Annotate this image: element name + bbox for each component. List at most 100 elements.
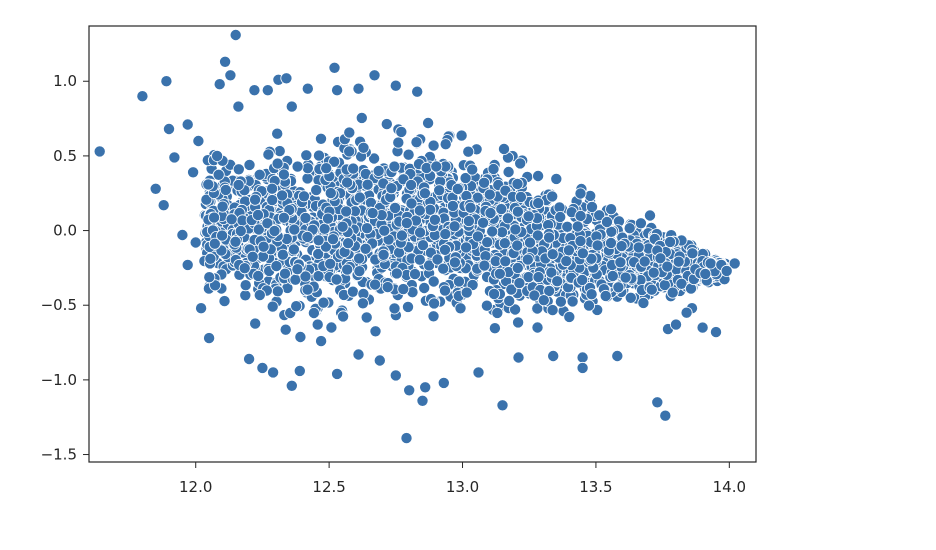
- data-point: [455, 129, 468, 142]
- data-point: [720, 264, 733, 277]
- data-point: [576, 273, 589, 286]
- data-point: [268, 224, 281, 237]
- data-point: [261, 217, 274, 230]
- data-point: [524, 236, 537, 249]
- data-point: [232, 163, 245, 176]
- data-point: [672, 255, 685, 268]
- y-axis: −1.5 −1.0 −0.5 0.0 0.5 1.0: [41, 72, 89, 464]
- data-point: [261, 84, 274, 97]
- data-point: [437, 376, 450, 389]
- data-point: [352, 82, 365, 95]
- data-point: [326, 233, 339, 246]
- data-point: [253, 168, 266, 181]
- data-point: [251, 208, 264, 221]
- x-axis: 12.0 12.5 13.0 13.5 14.0: [179, 462, 746, 496]
- data-point: [511, 239, 524, 252]
- data-point: [405, 197, 418, 210]
- data-point: [484, 206, 497, 219]
- data-point: [372, 164, 385, 177]
- data-point: [511, 177, 524, 190]
- data-point: [176, 228, 189, 241]
- data-point: [601, 215, 614, 228]
- data-point: [704, 257, 717, 270]
- data-point: [229, 28, 242, 41]
- data-point: [195, 302, 208, 315]
- data-point: [203, 271, 216, 284]
- data-point: [229, 235, 242, 248]
- y-tick-label: −0.5: [41, 296, 77, 314]
- data-point: [547, 349, 560, 362]
- data-point: [299, 270, 312, 283]
- data-point: [149, 182, 162, 195]
- data-point: [563, 310, 576, 323]
- data-point: [160, 75, 173, 88]
- data-point: [356, 297, 369, 310]
- data-point: [437, 262, 450, 275]
- data-point: [503, 294, 516, 307]
- data-point: [312, 270, 325, 283]
- data-point: [246, 250, 259, 263]
- data-point: [203, 332, 216, 345]
- data-point: [546, 304, 559, 317]
- data-point: [280, 72, 293, 85]
- data-point: [216, 229, 229, 242]
- data-point: [312, 149, 325, 162]
- data-point: [543, 284, 556, 297]
- data-point: [342, 237, 355, 250]
- data-point: [320, 162, 333, 175]
- data-point: [307, 306, 320, 319]
- data-point: [471, 230, 484, 243]
- data-point: [340, 205, 353, 218]
- data-point: [317, 296, 330, 309]
- data-point: [561, 220, 574, 233]
- data-point: [249, 317, 262, 330]
- data-point: [605, 236, 618, 249]
- data-point: [634, 217, 647, 230]
- x-tick-label: 12.0: [179, 478, 212, 496]
- data-point: [360, 222, 373, 235]
- data-point: [498, 237, 511, 250]
- data-point: [532, 169, 545, 182]
- data-point: [585, 288, 598, 301]
- data-point: [297, 190, 310, 203]
- data-point: [285, 100, 298, 113]
- data-point: [314, 132, 327, 145]
- data-point: [659, 409, 672, 422]
- data-point: [546, 248, 559, 261]
- data-point: [427, 310, 440, 323]
- data-point: [560, 255, 573, 268]
- data-point: [462, 215, 475, 228]
- data-point: [696, 321, 709, 334]
- data-point: [208, 237, 221, 250]
- data-point: [644, 209, 657, 222]
- data-point: [249, 193, 262, 206]
- data-point: [271, 127, 284, 140]
- data-point: [202, 178, 215, 191]
- data-point: [710, 326, 723, 339]
- data-point: [481, 236, 494, 249]
- data-point: [680, 306, 693, 319]
- data-point: [401, 300, 414, 313]
- data-point: [478, 176, 491, 189]
- data-point: [647, 266, 660, 279]
- data-point: [353, 265, 366, 278]
- data-point: [93, 145, 106, 158]
- data-point: [462, 145, 475, 158]
- data-point: [664, 235, 677, 248]
- data-point: [311, 318, 324, 331]
- data-point: [501, 212, 514, 225]
- x-tick-label: 13.0: [446, 478, 479, 496]
- data-point: [301, 230, 314, 243]
- data-point: [493, 267, 506, 280]
- data-point: [301, 162, 314, 175]
- data-point: [497, 142, 510, 155]
- data-point: [238, 262, 251, 275]
- data-point: [276, 248, 289, 261]
- data-point: [531, 229, 544, 242]
- data-point: [208, 211, 221, 224]
- data-point: [285, 379, 298, 392]
- data-point: [341, 176, 354, 189]
- data-point: [359, 242, 372, 255]
- data-point: [225, 213, 238, 226]
- y-tick-label: −1.5: [41, 446, 77, 464]
